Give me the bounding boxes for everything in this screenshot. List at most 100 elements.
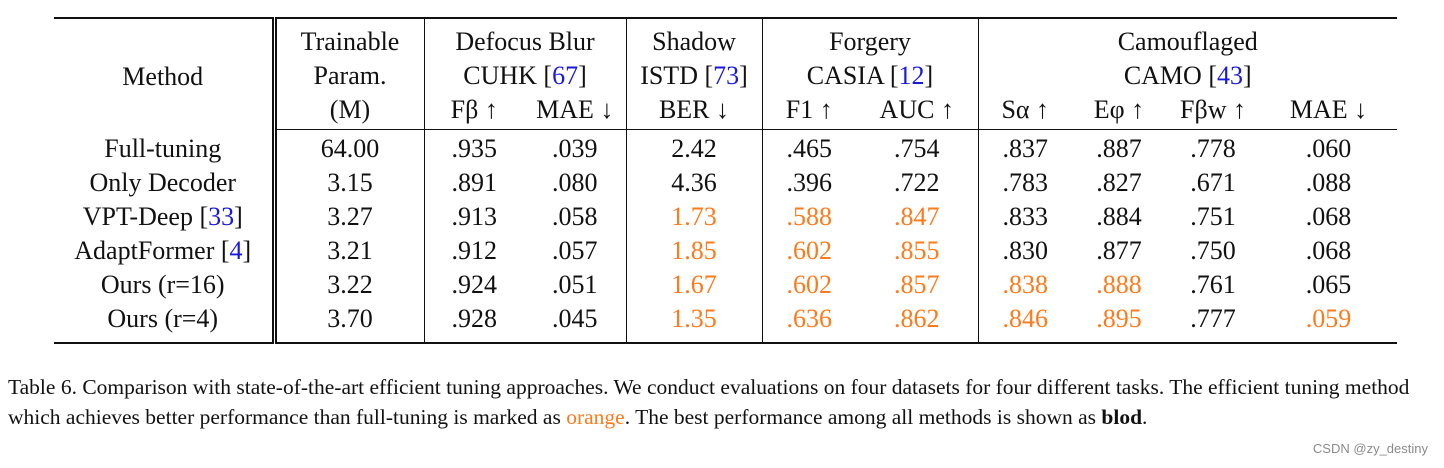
method-cell: VPT-Deep [33]: [54, 200, 277, 234]
value-cell: .722: [894, 168, 940, 197]
method-name: Full-tuning: [104, 133, 222, 163]
metric-header: Fβw ↑: [1166, 93, 1260, 130]
value-cell: .602: [761, 234, 856, 268]
value-cell: .045: [552, 304, 598, 333]
value-cell: .833: [977, 200, 1072, 234]
value-cell: .602: [761, 268, 856, 302]
param-cell: 64.00: [320, 134, 380, 163]
dataset-casia: CASIA [12]: [761, 59, 978, 93]
value-cell: .928: [423, 302, 524, 343]
value-cell: .778: [1190, 134, 1236, 163]
citation-link[interactable]: 73: [713, 61, 740, 90]
param-header-line1: Trainable: [300, 27, 400, 56]
dataset-name: CAMO: [1123, 61, 1202, 90]
value-cell: .750: [1190, 236, 1236, 265]
method-name: Ours (r=4): [107, 304, 219, 333]
table-row: Ours (r=4) 3.70 .928 .045 1.35.636 .862 .846 .8…: [54, 302, 1397, 343]
metric-header: F1 ↑: [761, 93, 856, 130]
metric-header: MAE ↓: [1260, 93, 1397, 130]
dataset-cuhk: CUHK [67]: [423, 59, 626, 93]
param-header-line2: Param.: [313, 61, 387, 90]
method-header: Method: [54, 18, 277, 130]
dataset-istd: ISTD [73]: [625, 59, 762, 93]
param-cell: 3.27: [327, 202, 373, 231]
value-cell: .846: [977, 302, 1072, 343]
value-cell: .057: [552, 236, 598, 265]
value-cell: .588: [761, 200, 856, 234]
method-name: AdaptFormer: [74, 236, 215, 265]
param-cell: 3.70: [327, 304, 373, 333]
task-forgery: Forgery: [761, 18, 978, 59]
value-cell: .877: [1096, 236, 1142, 265]
value-cell: .761: [1190, 270, 1236, 299]
table-row: Ours (r=16) 3.22 .924 .051 1.67.602 .857 .838.…: [54, 268, 1397, 302]
value-cell: .636: [761, 302, 856, 343]
table-row: Full-tuning 64.00 .935 .039 2.42.465 .754 .837…: [54, 129, 1397, 166]
task-camouflaged: Camouflaged: [977, 18, 1397, 59]
value-cell: .751: [1190, 202, 1236, 231]
value-cell: .080: [552, 168, 598, 197]
comparison-table: Method Trainable Defocus Blur Shadow For…: [54, 17, 1397, 344]
metric-header: Eφ ↑: [1072, 93, 1166, 130]
metric-header: AUC ↑: [856, 93, 978, 130]
method-name: VPT-Deep: [82, 202, 193, 231]
param-cell: 3.22: [327, 270, 373, 299]
method-cell: Ours (r=4): [54, 302, 277, 343]
citation-link[interactable]: 4: [229, 236, 243, 265]
table-row: VPT-Deep [33] 3.27 .913 .058 1.73.588 .847 .83…: [54, 200, 1397, 234]
table-caption: Table 6. Comparison with state-of-the-ar…: [8, 372, 1438, 432]
metric-header: Sα ↑: [977, 93, 1072, 130]
method-name: Only Decoder: [89, 168, 237, 197]
value-cell: .924: [423, 268, 524, 302]
value-cell: .671: [1190, 168, 1236, 197]
value-cell: .039: [552, 134, 598, 163]
method-cell: Only Decoder: [54, 166, 277, 200]
value-cell: .068: [1305, 236, 1352, 265]
value-cell: .827: [1096, 168, 1142, 197]
value-cell: 2.42: [625, 129, 762, 166]
citation-link[interactable]: 67: [552, 61, 579, 90]
value-cell: .838: [977, 268, 1072, 302]
citation-link[interactable]: 43: [1217, 61, 1243, 90]
value-cell: .396: [761, 166, 856, 200]
task-defocus-blur: Defocus Blur: [423, 18, 626, 59]
value-cell: .857: [894, 270, 940, 299]
value-cell: .058: [552, 202, 598, 231]
dataset-name: CASIA: [806, 61, 884, 90]
method-name: Ours (r=16): [100, 270, 225, 299]
param-cell: 3.21: [327, 236, 373, 265]
value-cell: 1.35: [625, 302, 762, 343]
value-cell: .855: [894, 236, 940, 265]
metric-header: BER ↓: [625, 93, 762, 130]
value-cell: 4.36: [625, 166, 762, 200]
metric-header: MAE ↓: [524, 93, 626, 130]
table-row: AdaptFormer [4] 3.21 .912 .057 1.85.602 .855.…: [54, 234, 1397, 268]
table-row: Only Decoder 3.15 .891 .080 4.36.396 .722 .783…: [54, 166, 1397, 200]
value-cell: 1.73: [625, 200, 762, 234]
watermark: CSDN @zy_destiny: [1312, 441, 1428, 456]
metric-header: Fβ ↑: [423, 93, 524, 130]
value-cell: 1.85: [625, 234, 762, 268]
param-cell: 3.15: [327, 168, 373, 197]
value-cell: .059: [1305, 304, 1352, 333]
dataset-name: ISTD: [640, 61, 698, 90]
table-body: Full-tuning 64.00 .935 .039 2.42.465 .754 .837…: [54, 129, 1397, 343]
value-cell: .754: [894, 134, 940, 163]
citation-link[interactable]: 12: [898, 61, 925, 90]
value-cell: .088: [1305, 168, 1352, 197]
value-cell: .465: [761, 129, 856, 166]
citation-link[interactable]: 33: [208, 202, 235, 231]
method-cell: Full-tuning: [54, 129, 277, 166]
value-cell: .051: [552, 270, 598, 299]
value-cell: .830: [977, 234, 1072, 268]
value-cell: .068: [1305, 202, 1352, 231]
value-cell: .847: [894, 202, 940, 231]
caption-orange-word: orange: [566, 405, 625, 429]
value-cell: .783: [977, 166, 1072, 200]
value-cell: .837: [977, 129, 1072, 166]
value-cell: .912: [423, 234, 524, 268]
value-cell: .060: [1305, 134, 1352, 163]
method-cell: AdaptFormer [4]: [54, 234, 277, 268]
value-cell: .935: [423, 129, 524, 166]
